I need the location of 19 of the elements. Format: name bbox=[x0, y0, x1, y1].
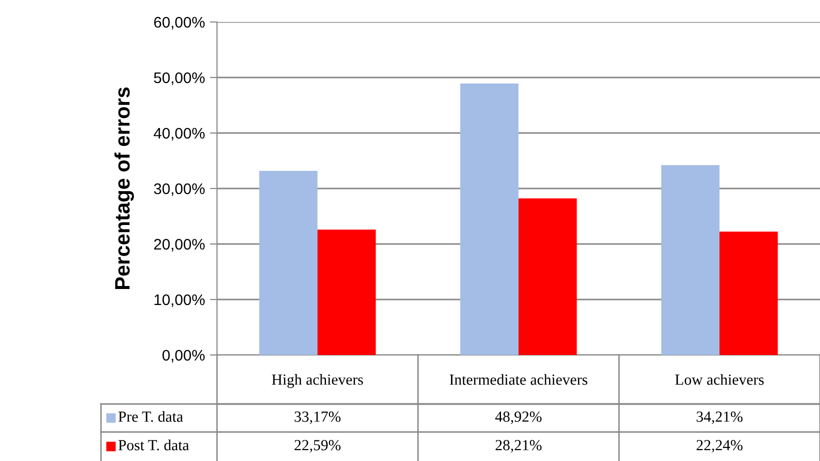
data-label: 34,21% bbox=[696, 412, 743, 424]
y-tick-label: 20,00% bbox=[154, 238, 205, 252]
x-tick-label: Low achievers bbox=[675, 374, 764, 385]
y-tick-label: 0,00% bbox=[162, 350, 205, 362]
y-tick-label: 10,00% bbox=[154, 294, 205, 307]
data-label: 22,59% bbox=[294, 440, 341, 453]
data-label: 48,92% bbox=[495, 412, 542, 424]
x-tick-label: High achievers bbox=[272, 374, 363, 388]
data-label: 22,24% bbox=[696, 440, 743, 453]
data-label: 33,17% bbox=[294, 412, 341, 424]
data-label: 28,21% bbox=[496, 440, 542, 453]
y-tick-label: 30,00% bbox=[154, 183, 205, 196]
x-tick-label: Intermediate achievers bbox=[450, 374, 588, 385]
y-tick-label: 60,00% bbox=[154, 16, 205, 30]
y-tick-label: 40,00% bbox=[154, 128, 205, 140]
legend-label: Pre T. data bbox=[118, 411, 183, 422]
y-tick-label: 50,00% bbox=[154, 72, 205, 85]
legend-label: Post T. data bbox=[118, 440, 189, 450]
y-axis-title: Percentage of errors bbox=[114, 87, 134, 289]
